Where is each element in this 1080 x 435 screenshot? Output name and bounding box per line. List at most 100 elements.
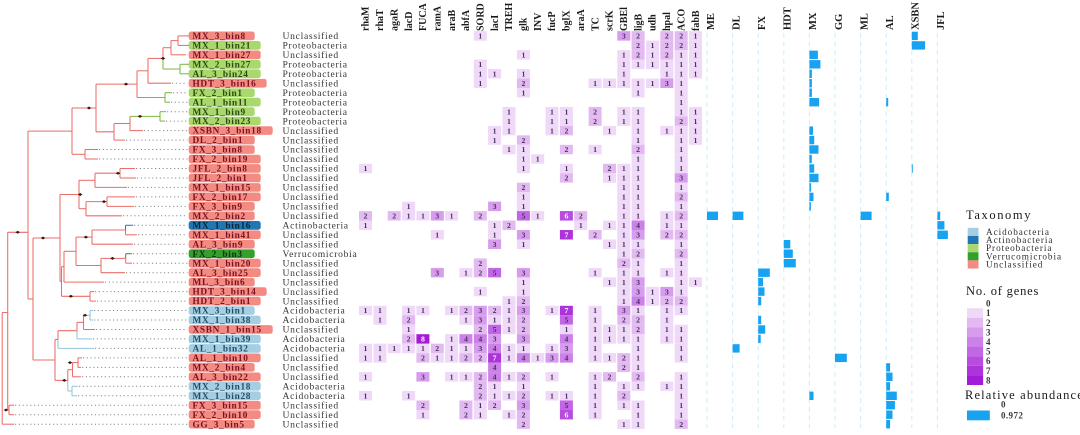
svg-text:3: 3 xyxy=(521,268,525,277)
svg-text:1: 1 xyxy=(478,70,482,79)
svg-text:Proteobacteria: Proteobacteria xyxy=(283,97,348,108)
svg-text:1: 1 xyxy=(521,164,525,173)
svg-text:1: 1 xyxy=(593,382,597,391)
svg-text:1: 1 xyxy=(679,155,683,164)
svg-text:1: 1 xyxy=(665,335,669,344)
svg-text:0: 0 xyxy=(1001,400,1006,410)
svg-text:1: 1 xyxy=(593,344,597,353)
svg-text:1: 1 xyxy=(636,268,640,277)
svg-text:2: 2 xyxy=(464,410,468,419)
svg-text:1: 1 xyxy=(694,41,698,50)
svg-text:FX_2_bin17: FX_2_bin17 xyxy=(193,193,249,203)
svg-text:Proteobacteria: Proteobacteria xyxy=(283,88,348,99)
svg-text:1: 1 xyxy=(679,335,683,344)
svg-text:1: 1 xyxy=(507,325,511,334)
svg-text:1: 1 xyxy=(622,60,626,69)
svg-text:Verrucomicrobia: Verrucomicrobia xyxy=(986,251,1062,261)
svg-text:Relative abundance: Relative abundance xyxy=(965,388,1080,402)
svg-text:2: 2 xyxy=(478,325,482,334)
svg-text:1: 1 xyxy=(622,335,626,344)
svg-text:AL_3_bin25: AL_3_bin25 xyxy=(193,269,249,279)
svg-text:1: 1 xyxy=(679,392,683,401)
svg-text:1: 1 xyxy=(450,335,454,344)
svg-text:1: 1 xyxy=(421,344,425,353)
svg-text:FX_2_bin3: FX_2_bin3 xyxy=(193,250,243,260)
svg-text:1: 1 xyxy=(679,325,683,334)
svg-text:1: 1 xyxy=(679,354,683,363)
svg-text:TREH: TREH xyxy=(504,2,515,31)
svg-text:8: 8 xyxy=(986,375,991,385)
svg-text:1: 1 xyxy=(550,126,554,135)
svg-text:AL_1_bin10: AL_1_bin10 xyxy=(193,354,249,364)
svg-text:FX_3_bin8: FX_3_bin8 xyxy=(193,146,243,156)
svg-text:3: 3 xyxy=(636,231,640,240)
svg-text:1: 1 xyxy=(608,325,612,334)
svg-text:MX_1_bin41: MX_1_bin41 xyxy=(193,231,252,241)
svg-text:2: 2 xyxy=(564,174,568,183)
svg-text:1: 1 xyxy=(364,306,368,315)
svg-text:2: 2 xyxy=(564,126,568,135)
svg-text:GBEl: GBEl xyxy=(619,7,630,31)
svg-text:1: 1 xyxy=(493,392,497,401)
svg-text:1: 1 xyxy=(507,344,511,353)
svg-text:0: 0 xyxy=(986,299,991,309)
svg-text:AL_3_bin9: AL_3_bin9 xyxy=(193,240,244,250)
svg-text:Proteobacteria: Proteobacteria xyxy=(283,69,348,80)
svg-text:2: 2 xyxy=(521,325,525,334)
svg-text:3: 3 xyxy=(493,240,497,249)
svg-text:2: 2 xyxy=(392,212,396,221)
svg-text:MX_2_bin2: MX_2_bin2 xyxy=(193,212,246,222)
svg-text:1: 1 xyxy=(636,363,640,372)
svg-text:3: 3 xyxy=(435,212,439,221)
svg-text:2: 2 xyxy=(593,231,597,240)
svg-text:ML: ML xyxy=(859,13,870,30)
svg-text:1: 1 xyxy=(507,145,511,154)
svg-text:2: 2 xyxy=(622,354,626,363)
svg-text:FX_3_bin15: FX_3_bin15 xyxy=(193,401,249,411)
svg-text:2: 2 xyxy=(665,231,669,240)
svg-text:2: 2 xyxy=(679,193,683,202)
svg-text:1: 1 xyxy=(593,79,597,88)
svg-text:1: 1 xyxy=(651,41,655,50)
svg-text:2: 2 xyxy=(636,32,640,41)
svg-text:1: 1 xyxy=(694,32,698,41)
svg-text:1: 1 xyxy=(665,268,669,277)
svg-text:1: 1 xyxy=(521,278,525,287)
svg-text:2: 2 xyxy=(478,373,482,382)
svg-text:MX_3_bin1: MX_3_bin1 xyxy=(193,307,246,317)
svg-text:1: 1 xyxy=(636,60,640,69)
svg-text:2: 2 xyxy=(622,363,626,372)
svg-text:2: 2 xyxy=(622,259,626,268)
svg-text:1: 1 xyxy=(435,354,439,363)
svg-text:JFL: JFL xyxy=(936,11,947,30)
svg-text:1: 1 xyxy=(378,344,382,353)
svg-text:2: 2 xyxy=(521,420,525,429)
svg-text:Acidobacteria: Acidobacteria xyxy=(283,306,346,317)
svg-text:3: 3 xyxy=(421,373,425,382)
svg-text:MX_1_bin38: MX_1_bin38 xyxy=(193,316,252,326)
svg-text:1: 1 xyxy=(435,231,439,240)
svg-text:7: 7 xyxy=(564,306,568,315)
svg-text:2: 2 xyxy=(478,212,482,221)
svg-text:MX_2_bin4: MX_2_bin4 xyxy=(193,364,246,374)
svg-text:ligB: ligB xyxy=(633,13,644,31)
svg-text:GG: GG xyxy=(834,14,845,30)
svg-text:1: 1 xyxy=(636,79,640,88)
svg-text:2: 2 xyxy=(679,420,683,429)
svg-text:1: 1 xyxy=(636,382,640,391)
svg-text:1: 1 xyxy=(493,382,497,391)
svg-text:1: 1 xyxy=(636,212,640,221)
svg-text:1: 1 xyxy=(593,145,597,154)
svg-text:Unclassified: Unclassified xyxy=(283,164,339,175)
svg-text:1: 1 xyxy=(636,401,640,410)
svg-text:Unclassified: Unclassified xyxy=(283,183,339,194)
svg-text:1: 1 xyxy=(464,373,468,382)
svg-text:3: 3 xyxy=(636,287,640,296)
svg-text:1: 1 xyxy=(636,164,640,173)
svg-text:2: 2 xyxy=(986,318,991,328)
svg-text:1: 1 xyxy=(407,212,411,221)
svg-text:1: 1 xyxy=(651,287,655,296)
svg-text:MX_1_bin21: MX_1_bin21 xyxy=(193,42,252,52)
svg-text:3: 3 xyxy=(521,335,525,344)
svg-text:MX_1_bin39: MX_1_bin39 xyxy=(193,335,252,345)
